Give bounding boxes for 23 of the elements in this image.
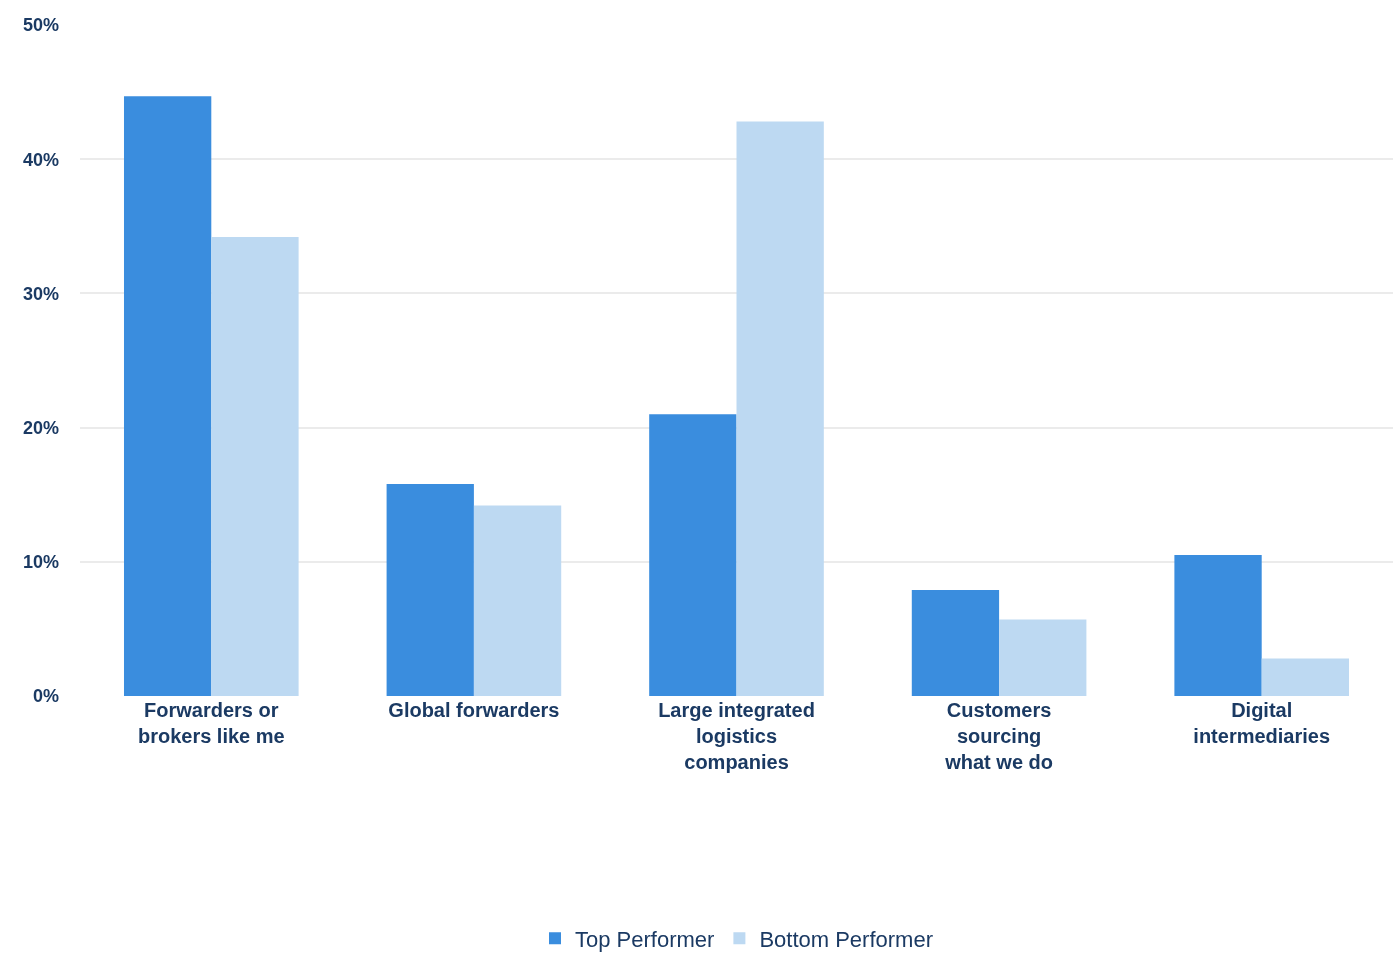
legend-label: Bottom Performer — [759, 926, 933, 952]
y-tick-label: 40% — [22, 149, 59, 170]
x-tick-label: Forwarders or brokers like me — [137, 699, 285, 747]
y-tick-label: 50% — [22, 15, 59, 36]
x-tick-label: Global forwarders — [388, 699, 560, 721]
bar — [911, 589, 1000, 696]
bar — [211, 237, 299, 696]
y-tick-label: 20% — [22, 417, 59, 438]
bar — [386, 483, 474, 696]
x-tick-label: Large integrated logistics companies — [658, 699, 815, 773]
y-tick-label: 30% — [22, 283, 59, 304]
bar — [123, 96, 212, 696]
bar — [999, 619, 1087, 696]
x-tick-label: Digital intermediaries — [1193, 699, 1331, 747]
bar — [736, 121, 824, 696]
bar — [1261, 658, 1350, 696]
legend-label: Top Performer — [575, 926, 715, 952]
bar — [1174, 555, 1262, 696]
bar — [649, 414, 737, 696]
bar — [473, 505, 562, 696]
x-tick-label: Customers sourcing what we do — [944, 699, 1053, 773]
y-tick-label: 10% — [22, 552, 59, 573]
y-tick-label: 0% — [32, 686, 59, 707]
